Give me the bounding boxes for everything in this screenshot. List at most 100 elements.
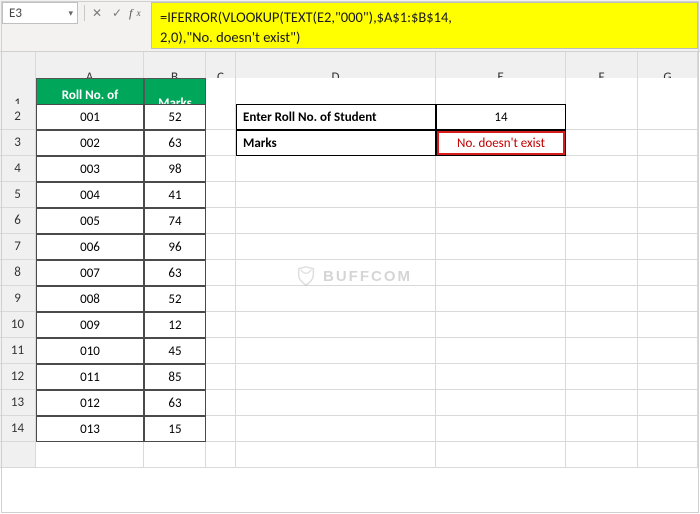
table-cell-marks[interactable]: 63 [144,130,206,156]
table-cell-roll[interactable]: 013 [36,416,144,442]
cell[interactable] [566,364,638,390]
table-cell-marks[interactable]: 63 [144,260,206,286]
cell[interactable] [436,182,566,208]
cell[interactable] [436,156,566,182]
table-cell-marks[interactable]: 96 [144,234,206,260]
cell[interactable] [638,364,698,390]
table-cell-marks[interactable]: 41 [144,182,206,208]
lookup-value-marks[interactable]: No. doesn't exist [436,130,566,156]
cell[interactable] [566,260,638,286]
cell[interactable] [236,416,436,442]
table-cell-marks[interactable]: 12 [144,312,206,338]
cell[interactable] [206,364,236,390]
cell[interactable] [638,104,698,130]
cell[interactable] [566,104,638,130]
cell[interactable] [638,234,698,260]
cell[interactable] [638,260,698,286]
cell[interactable] [638,390,698,416]
cell[interactable] [206,104,236,130]
cell[interactable] [206,130,236,156]
cell[interactable] [236,234,436,260]
cell[interactable] [436,364,566,390]
cell[interactable] [236,390,436,416]
cell[interactable] [638,182,698,208]
table-cell-marks[interactable]: 63 [144,390,206,416]
lookup-value-roll[interactable]: 14 [436,104,566,130]
row-header[interactable]: 5 [0,182,36,208]
row-header[interactable]: 12 [0,364,36,390]
table-cell-roll[interactable]: 002 [36,130,144,156]
cell[interactable] [236,312,436,338]
cell[interactable] [638,286,698,312]
cell[interactable] [436,234,566,260]
cell[interactable] [436,390,566,416]
name-box[interactable]: E3 ▾ [2,2,78,24]
cell[interactable] [236,364,436,390]
lookup-label-roll[interactable]: Enter Roll No. of Student [236,104,436,130]
table-cell-roll[interactable]: 010 [36,338,144,364]
cell[interactable] [206,442,236,468]
cell[interactable] [638,208,698,234]
cell[interactable] [236,286,436,312]
row-header[interactable] [0,442,36,468]
cell[interactable] [36,442,144,468]
cell[interactable] [206,312,236,338]
cell[interactable] [436,442,566,468]
row-header[interactable]: 14 [0,416,36,442]
row-header[interactable]: 7 [0,234,36,260]
cell[interactable] [436,416,566,442]
cell[interactable] [638,312,698,338]
cell[interactable] [206,338,236,364]
cell[interactable] [638,338,698,364]
row-header[interactable]: 2 [0,104,36,130]
row-header[interactable]: 4 [0,156,36,182]
cell[interactable] [566,286,638,312]
row-header[interactable]: 9 [0,286,36,312]
cell[interactable] [236,260,436,286]
cell[interactable] [436,312,566,338]
table-cell-roll[interactable]: 005 [36,208,144,234]
cell[interactable] [236,182,436,208]
cell[interactable] [236,208,436,234]
cell[interactable] [566,390,638,416]
row-header[interactable]: 10 [0,312,36,338]
chevron-down-icon[interactable]: ▾ [68,8,73,19]
table-cell-roll[interactable]: 003 [36,156,144,182]
cell[interactable] [638,442,698,468]
accept-icon[interactable]: ✓ [109,6,125,21]
cell[interactable] [436,286,566,312]
row-header[interactable]: 13 [0,390,36,416]
cell[interactable] [566,442,638,468]
cell[interactable] [436,338,566,364]
table-cell-marks[interactable]: 52 [144,104,206,130]
cell[interactable] [236,156,436,182]
cancel-icon[interactable]: ✕ [89,6,105,21]
cell[interactable] [566,312,638,338]
table-cell-roll[interactable]: 008 [36,286,144,312]
cell[interactable] [206,208,236,234]
fx-icon[interactable]: fx [129,6,145,21]
cell[interactable] [206,156,236,182]
lookup-label-marks[interactable]: Marks [236,130,436,156]
cell[interactable] [638,416,698,442]
row-header[interactable]: 11 [0,338,36,364]
table-cell-roll[interactable]: 006 [36,234,144,260]
table-cell-marks[interactable]: 98 [144,156,206,182]
spreadsheet-grid[interactable]: A B C D E F G 1 Roll No. of Students Mar… [0,52,700,468]
cell[interactable] [236,338,436,364]
cell[interactable] [566,182,638,208]
table-cell-roll[interactable]: 011 [36,364,144,390]
cell[interactable] [236,442,436,468]
table-cell-marks[interactable]: 74 [144,208,206,234]
row-header[interactable]: 6 [0,208,36,234]
table-cell-roll[interactable]: 001 [36,104,144,130]
table-cell-roll[interactable]: 009 [36,312,144,338]
cell[interactable] [566,130,638,156]
table-cell-roll[interactable]: 004 [36,182,144,208]
table-cell-roll[interactable]: 007 [36,260,144,286]
cell[interactable] [206,416,236,442]
cell[interactable] [206,286,236,312]
row-header[interactable]: 3 [0,130,36,156]
table-cell-marks[interactable]: 52 [144,286,206,312]
cell[interactable] [566,234,638,260]
